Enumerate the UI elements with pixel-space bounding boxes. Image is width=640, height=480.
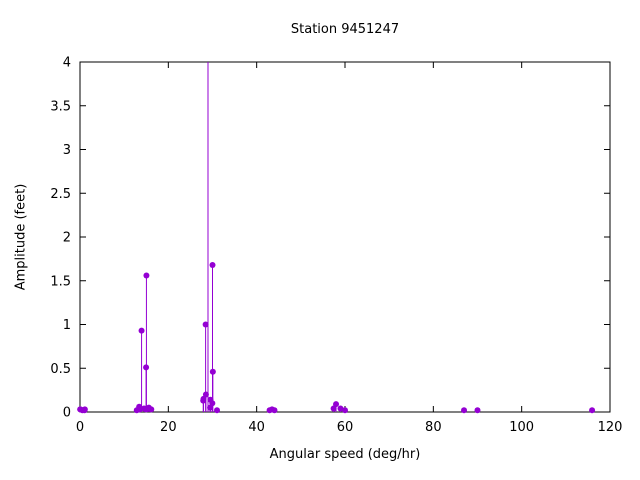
data-point <box>214 407 221 414</box>
x-tick-label: 80 <box>425 420 442 435</box>
data-point <box>81 406 88 413</box>
data-point <box>333 401 340 408</box>
data-point <box>209 368 216 375</box>
data-point <box>589 407 596 414</box>
y-tick-label: 3.5 <box>50 99 71 114</box>
y-tick-label: 1.5 <box>50 274 71 289</box>
data-point <box>148 406 155 413</box>
data-point <box>143 272 150 279</box>
y-tick-label: 3 <box>63 143 71 158</box>
data-point <box>202 391 209 398</box>
data-point <box>330 405 337 412</box>
y-tick-label: 2 <box>63 231 71 246</box>
data-point <box>342 407 348 414</box>
y-tick-label: 0.5 <box>50 362 71 377</box>
data-point <box>337 405 344 412</box>
x-tick-label: 0 <box>76 420 84 435</box>
x-axis-label: Angular speed (deg/hr) <box>269 447 421 462</box>
y-tick-label: 1 <box>63 318 71 333</box>
x-tick-label: 20 <box>160 420 177 435</box>
data-point <box>202 321 209 328</box>
plot-border <box>79 61 611 413</box>
chart-title: Station 9451247 <box>290 22 400 37</box>
data-point <box>200 395 207 402</box>
x-tick-label: 100 <box>509 420 534 435</box>
y-tick-label: 0 <box>63 406 71 421</box>
x-tick-label: 40 <box>248 420 265 435</box>
data-point <box>136 406 143 413</box>
data-point <box>209 262 216 268</box>
data-point <box>138 327 145 334</box>
y-tick-label: 2.5 <box>50 187 71 202</box>
data-point <box>474 407 481 414</box>
y-tick-label: 4 <box>63 56 71 71</box>
x-tick-label: 120 <box>598 420 623 435</box>
x-tick-label: 60 <box>337 420 354 435</box>
data-point <box>461 407 468 414</box>
data-point <box>271 407 278 414</box>
